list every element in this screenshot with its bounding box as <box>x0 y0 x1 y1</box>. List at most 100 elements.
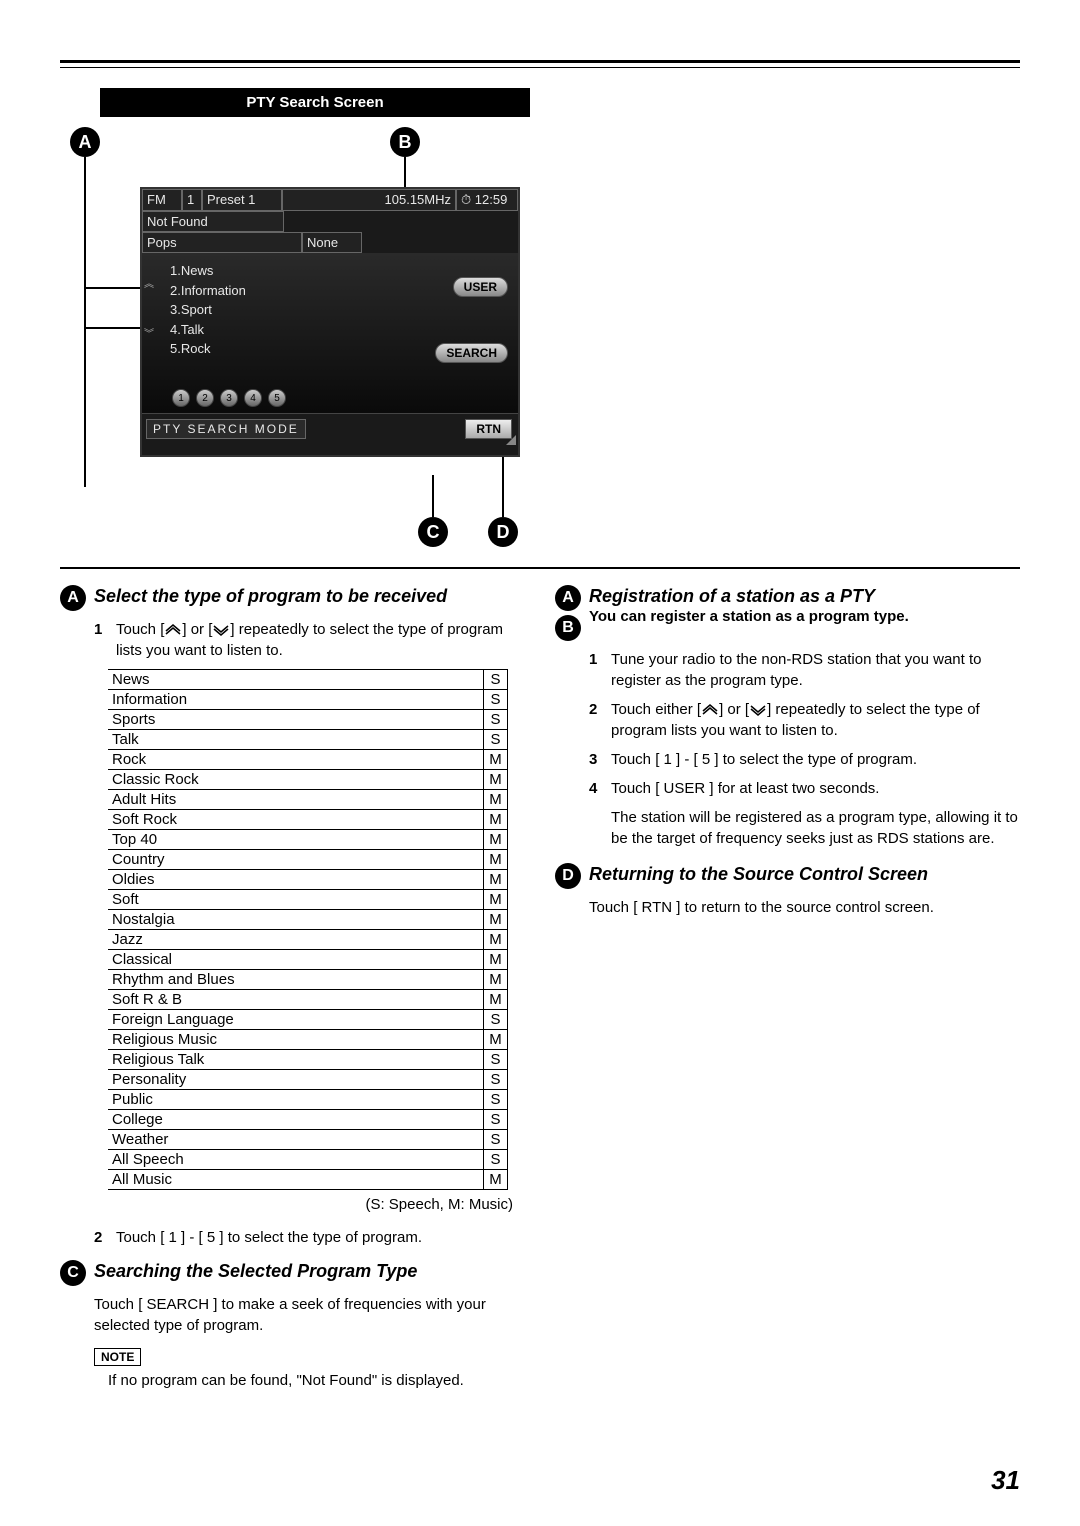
step-num-1: 1 <box>94 619 108 661</box>
pty-name: Classical <box>108 950 484 970</box>
pty-name: Foreign Language <box>108 1010 484 1030</box>
marker-d-head: D <box>555 863 581 889</box>
pty-code: S <box>484 1010 508 1030</box>
pty-code: S <box>484 1090 508 1110</box>
marker-c: C <box>418 517 448 547</box>
search-button[interactable]: SEARCH <box>435 343 508 363</box>
pty-code: M <box>484 1170 508 1190</box>
pty-code: M <box>484 870 508 890</box>
pty-name: Soft R & B <box>108 990 484 1010</box>
pty-name: Adult Hits <box>108 790 484 810</box>
pty-code: S <box>484 1150 508 1170</box>
pty-name: College <box>108 1110 484 1130</box>
pty-code: S <box>484 1070 508 1090</box>
marker-b-head: B <box>555 615 581 641</box>
note-text: If no program can be found, "Not Found" … <box>108 1370 525 1391</box>
section-a-title: Select the type of program to be receive… <box>94 585 447 608</box>
pty-code: M <box>484 970 508 990</box>
pty-code: S <box>484 1130 508 1150</box>
pty-name: Oldies <box>108 870 484 890</box>
up-icon[interactable]: ︽ <box>144 275 164 289</box>
step-ab1: Tune your radio to the non-RDS station t… <box>611 649 1020 691</box>
screen-title: PTY Search Screen <box>100 88 530 117</box>
marker-a-head2: A <box>555 585 581 611</box>
num-4[interactable]: 4 <box>244 389 262 407</box>
clock: ⏱ 12:59 <box>456 189 518 211</box>
pty-code: M <box>484 830 508 850</box>
none-text: None <box>302 232 362 253</box>
corner-icon <box>506 435 516 445</box>
marker-c-head: C <box>60 1260 86 1286</box>
pty-code: M <box>484 990 508 1010</box>
pty-code: S <box>484 1110 508 1130</box>
section-ab-sub: You can register a station as a program … <box>589 608 909 625</box>
pty-code: M <box>484 790 508 810</box>
pty-name: Country <box>108 850 484 870</box>
band-label: FM <box>142 189 182 211</box>
step-a2-text: Touch [ 1 ] - [ 5 ] to select the type o… <box>116 1227 422 1248</box>
step-ab4-after: The station will be registered as a prog… <box>611 807 1020 849</box>
step-ab3: Touch [ 1 ] - [ 5 ] to select the type o… <box>611 749 917 770</box>
pty-code: S <box>484 690 508 710</box>
step-a1-text: Touch [] or [] repeatedly to select the … <box>116 619 525 661</box>
pty-code: M <box>484 910 508 930</box>
screen-section: PTY Search Screen A B C D FM 1 <box>60 88 540 547</box>
pty-name: Weather <box>108 1130 484 1150</box>
num-1[interactable]: 1 <box>172 389 190 407</box>
pty-name: Classic Rock <box>108 770 484 790</box>
left-column: A Select the type of program to be recei… <box>60 585 525 1391</box>
pty-code: M <box>484 750 508 770</box>
category-text: Pops <box>142 232 302 253</box>
device-screen: FM 1 Preset 1 105.15MHz ⏱ 12:59 Not Foun… <box>140 187 520 457</box>
section-d-title: Returning to the Source Control Screen <box>589 863 928 886</box>
rtn-button[interactable]: RTN <box>465 419 512 439</box>
pty-name: Public <box>108 1090 484 1110</box>
frequency: 105.15MHz <box>282 189 456 211</box>
pty-name: All Music <box>108 1170 484 1190</box>
pty-name: News <box>108 670 484 690</box>
user-button[interactable]: USER <box>453 277 508 297</box>
step-ab2: Touch either [] or [] repeatedly to sele… <box>611 699 1020 741</box>
pty-name: Information <box>108 690 484 710</box>
mode-label: PTY SEARCH MODE <box>146 419 306 439</box>
num-5[interactable]: 5 <box>268 389 286 407</box>
pty-code: M <box>484 770 508 790</box>
pty-name: Talk <box>108 730 484 750</box>
section-d-text: Touch [ RTN ] to return to the source co… <box>589 897 1020 918</box>
pty-name: Personality <box>108 1070 484 1090</box>
status-text: Not Found <box>142 211 284 232</box>
step-ab4: Touch [ USER ] for at least two seconds. <box>611 778 879 799</box>
pty-code: M <box>484 850 508 870</box>
pty-name: Top 40 <box>108 830 484 850</box>
pty-code: M <box>484 890 508 910</box>
right-column: A B Registration of a station as a PTY Y… <box>555 585 1020 1391</box>
section-c-text: Touch [ SEARCH ] to make a seek of frequ… <box>94 1294 525 1336</box>
marker-a-head: A <box>60 585 86 611</box>
pty-name: Rhythm and Blues <box>108 970 484 990</box>
pty-code: S <box>484 710 508 730</box>
pty-name: Religious Talk <box>108 1050 484 1070</box>
chev-down-icon <box>212 624 230 636</box>
pty-name: Nostalgia <box>108 910 484 930</box>
marker-a: A <box>70 127 100 157</box>
preset-label: Preset 1 <box>202 189 282 211</box>
num-buttons: 1 2 3 4 5 <box>172 389 286 407</box>
marker-b: B <box>390 127 420 157</box>
pty-code: S <box>484 730 508 750</box>
pty-name: All Speech <box>108 1150 484 1170</box>
num-3[interactable]: 3 <box>220 389 238 407</box>
num-2[interactable]: 2 <box>196 389 214 407</box>
pty-name: Soft <box>108 890 484 910</box>
chev-up-icon <box>701 704 719 716</box>
pty-table: NewsSInformationSSportsSTalkSRockMClassi… <box>108 669 508 1190</box>
pty-code: S <box>484 1050 508 1070</box>
page-number: 31 <box>991 1465 1020 1496</box>
down-icon[interactable]: ︾ <box>144 325 164 339</box>
pty-code: M <box>484 950 508 970</box>
table-legend: (S: Speech, M: Music) <box>60 1196 513 1213</box>
pty-name: Rock <box>108 750 484 770</box>
note-label: NOTE <box>94 1348 141 1366</box>
section-ab-title: Registration of a station as a PTY <box>589 585 909 608</box>
marker-d: D <box>488 517 518 547</box>
chev-up-icon <box>164 624 182 636</box>
